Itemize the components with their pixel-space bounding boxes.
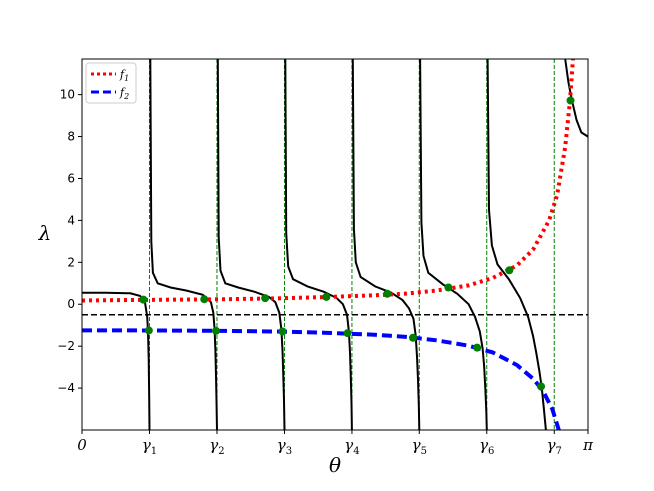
point-4 [261, 294, 270, 303]
curve-branch-7 [564, 59, 588, 138]
series-lines [82, 59, 575, 430]
x-tick-label-0: 0 [77, 436, 87, 454]
x-tick-label-6: γ6 [479, 436, 494, 457]
point-12 [505, 266, 514, 275]
series-f1 [82, 59, 575, 303]
y-axis-ticks: −4 −2 0 2 4 6 8 10 [57, 88, 82, 395]
x-tick-label-2: γ2 [209, 436, 224, 457]
point-14 [566, 96, 575, 105]
x-tick-label-3: γ3 [277, 436, 292, 457]
y-tick-label-4: 4 [67, 213, 75, 227]
point-3 [212, 326, 221, 335]
x-axis-label: θ [329, 453, 341, 477]
x-axis-ticks: 0 γ1 γ2 γ3 γ4 γ5 γ6 γ7 π [77, 430, 594, 457]
y-tick-label-6: 8 [67, 130, 75, 144]
x-tick-label-1: γ1 [142, 436, 157, 457]
point-0 [139, 295, 148, 304]
legend: f1 f2 [85, 62, 137, 104]
x-tick-label-8: π [582, 436, 594, 454]
intersection-points [139, 96, 575, 391]
x-tick-label-7: γ7 [547, 436, 562, 457]
point-8 [383, 289, 392, 298]
y-tick-label-7: 10 [60, 88, 75, 102]
legend-f1-label: f1 [119, 68, 129, 83]
point-1 [144, 326, 153, 335]
curve-branch-0 [82, 291, 151, 430]
point-5 [278, 327, 287, 336]
plot-frame [81, 58, 589, 431]
y-tick-label-0: −4 [57, 381, 75, 395]
x-tick-label-5: γ5 [412, 436, 427, 457]
legend-f2-label: f2 [119, 86, 129, 101]
curve-branch-6 [486, 59, 547, 430]
y-tick-label-3: 2 [67, 255, 75, 269]
curve-branch-3 [284, 59, 353, 430]
curve-branch-2 [216, 59, 286, 430]
curve-branch-5 [419, 59, 488, 430]
y-tick-label-5: 6 [67, 171, 75, 185]
black-curves [82, 59, 588, 430]
y-tick-label-2: 0 [67, 297, 75, 311]
point-6 [322, 292, 331, 301]
y-tick-label-1: −2 [57, 339, 75, 353]
y-axis-label: λ [38, 221, 52, 245]
curve-branch-4 [351, 59, 421, 430]
point-13 [537, 382, 546, 391]
point-9 [408, 333, 417, 342]
curve-branch-1 [149, 59, 218, 430]
gamma-lines [148, 59, 555, 430]
point-7 [343, 329, 352, 338]
x-tick-label-4: γ4 [344, 436, 359, 457]
point-11 [473, 343, 482, 352]
point-10 [444, 283, 453, 292]
point-2 [200, 295, 209, 304]
